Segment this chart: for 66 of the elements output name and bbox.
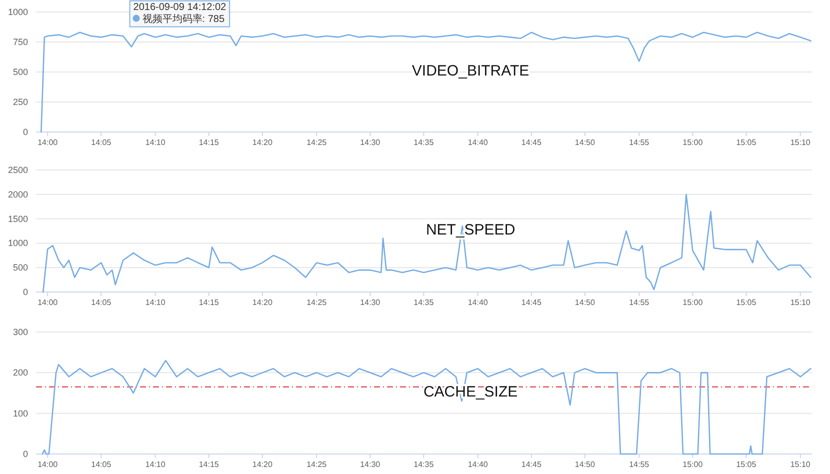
x-tick-label: 14:15 [198, 138, 220, 147]
x-tick-label: 15:05 [736, 460, 757, 469]
y-tick-label: 1000 [8, 238, 28, 248]
x-tick-label: 15:00 [682, 460, 704, 469]
y-tick-label: 200 [12, 368, 28, 378]
x-tick-label: 14:35 [414, 460, 434, 469]
x-tick-label: 14:00 [38, 138, 58, 147]
line-series [42, 194, 812, 293]
y-tick-label: 500 [12, 262, 28, 273]
x-tick-label: 14:50 [574, 138, 596, 147]
line-series [42, 360, 812, 455]
x-tick-label: 14:45 [521, 460, 542, 469]
y-tick-label: 0 [22, 127, 28, 137]
y-tick-label: 2000 [8, 189, 28, 200]
x-tick-label: 14:20 [252, 298, 273, 307]
x-tick-label: 14:25 [306, 460, 328, 469]
x-tick-label: 14:40 [468, 298, 488, 307]
y-tick-label: 500 [12, 67, 28, 77]
y-tick-label: 0 [22, 287, 28, 297]
x-tick-label: 15:10 [790, 460, 811, 469]
x-tick-label: 14:25 [306, 298, 328, 307]
x-tick-label: 15:05 [736, 138, 757, 147]
x-tick-label: 15:10 [790, 138, 811, 147]
x-tick-label: 14:10 [145, 138, 166, 147]
x-tick-label: 14:00 [38, 298, 58, 307]
x-tick-label: 14:30 [360, 298, 381, 307]
x-tick-label: 14:55 [629, 460, 650, 469]
x-tick-label: 14:05 [91, 298, 112, 307]
annotation: 视频平均码率: 785 [142, 12, 225, 25]
y-tick-label: 2500 [8, 165, 28, 175]
x-tick-label: 14:05 [91, 138, 112, 147]
annotation: 2016-09-09 14:12:02 [133, 2, 227, 13]
x-tick-label: 15:00 [682, 298, 704, 307]
x-tick-label: 14:40 [468, 138, 488, 147]
y-tick-label: 0 [22, 449, 28, 459]
x-tick-label: 14:10 [145, 460, 166, 469]
x-tick-label: 14:00 [38, 460, 58, 469]
y-tick-label: 300 [12, 327, 28, 337]
x-tick-label: 14:20 [252, 138, 273, 147]
x-tick-label: 14:30 [360, 138, 381, 147]
x-tick-label: 14:10 [145, 298, 166, 307]
x-tick-label: 14:15 [198, 298, 220, 307]
x-tick-label: 15:00 [682, 138, 704, 147]
text: VIDEO_BITRATE [412, 62, 530, 80]
x-tick-label: 15:10 [790, 298, 811, 307]
x-tick-label: 14:25 [306, 138, 328, 147]
x-tick-label: 14:45 [521, 298, 542, 307]
line-series [40, 32, 812, 133]
x-tick-label: 14:35 [414, 138, 434, 147]
x-tick-label: 14:55 [629, 298, 650, 307]
x-tick-label: 14:55 [629, 138, 650, 147]
x-tick-label: 14:30 [360, 460, 381, 469]
x-tick-label: 14:40 [468, 460, 488, 469]
x-tick-label: 14:45 [521, 138, 542, 147]
x-tick-label: 14:15 [198, 460, 220, 469]
x-tick-label: 14:35 [414, 298, 434, 307]
y-tick-label: 1000 [8, 7, 28, 17]
x-tick-label: 14:50 [574, 298, 596, 307]
y-tick-label: 750 [12, 37, 28, 47]
x-tick-label: 14:05 [91, 460, 112, 469]
x-tick-label: 14:50 [574, 460, 596, 469]
x-tick-label: 14:20 [252, 460, 273, 469]
y-tick-label: 250 [12, 97, 28, 107]
y-tick-label: 100 [12, 408, 28, 418]
y-tick-label: 1500 [8, 214, 28, 224]
x-tick-label: 15:05 [736, 298, 757, 307]
